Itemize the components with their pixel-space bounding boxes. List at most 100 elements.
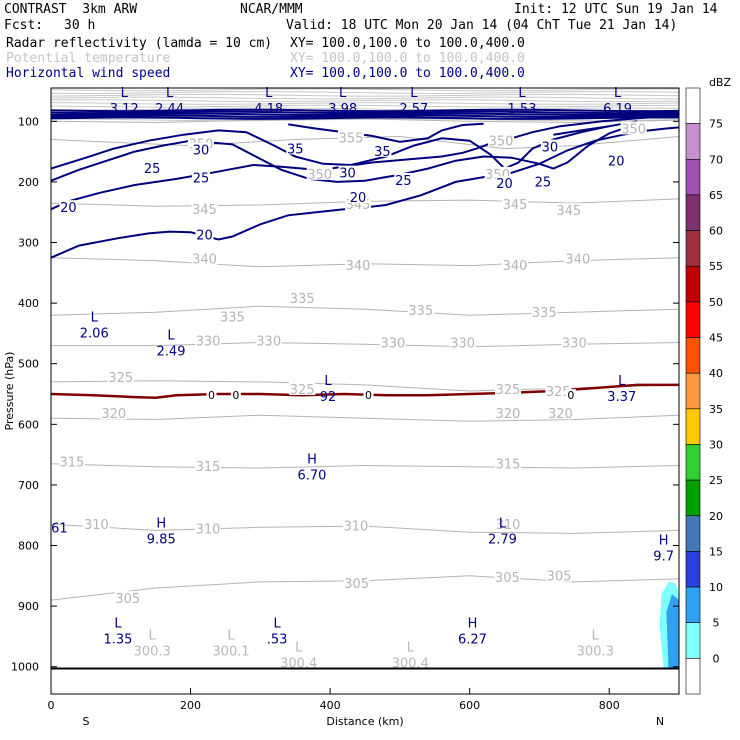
wind-label: 25: [535, 176, 552, 191]
theta-label-bg: [114, 591, 141, 605]
extremum-value: 2.49: [157, 344, 186, 359]
y-tick-label: 500: [18, 358, 39, 371]
theta-label: 320: [496, 407, 521, 422]
upper-low-marker: L: [614, 86, 622, 101]
upper-low-value: 2.44: [155, 102, 184, 117]
wind-label-bg: [373, 143, 392, 157]
colorbar-swatch: [685, 551, 701, 588]
extremum-marker: L: [407, 641, 415, 656]
theta-label-bg: [107, 369, 134, 383]
colorbar-swatch: [685, 622, 701, 659]
fcst-label: Fcst:: [4, 18, 44, 33]
wind-label: 35: [287, 142, 304, 157]
theta-label: 340: [346, 259, 371, 274]
colorbar-label: 35: [709, 403, 723, 416]
colorbar-label: 45: [709, 332, 723, 345]
theta-band-line: [51, 88, 679, 92]
colorbar-swatch: [685, 515, 701, 552]
theta-label: 345: [503, 198, 528, 213]
wind-label-bg: [533, 174, 552, 188]
wind-label: 25: [144, 162, 161, 177]
colorbar-label: 5: [713, 617, 720, 630]
wind-label-bg: [338, 165, 357, 179]
theta-label-bg: [502, 257, 529, 271]
wind-contours: [51, 108, 679, 259]
freezing-label: 0: [208, 389, 215, 402]
wind-label-bg: [495, 175, 514, 189]
theta-label-bg: [545, 383, 572, 397]
theta-label-bg: [219, 309, 246, 323]
wind-label: 30: [542, 141, 559, 156]
upper-low-value: 4.18: [254, 102, 283, 117]
north-label: N: [656, 715, 664, 728]
theta-label-bg: [289, 382, 316, 395]
x-axis-label: Distance (km): [326, 715, 403, 728]
theta-label: 335: [220, 310, 245, 325]
field-reflectivity-xy: XY= 100.0,100.0 to 100.0,400.0: [290, 36, 525, 51]
extremum-value: 9.85: [147, 532, 176, 547]
colorbar-swatch: [685, 194, 701, 231]
theta-label-bg: [561, 335, 588, 349]
freezing-label: 0: [365, 389, 372, 402]
upper-low-marker: L: [121, 86, 129, 101]
theta-line-335: [51, 305, 679, 316]
wind-line-35: [288, 122, 484, 143]
theta-label-bg: [495, 382, 522, 395]
y-tick-label: 800: [18, 540, 39, 553]
y-tick-label: 700: [18, 479, 39, 492]
theta-label: 330: [256, 335, 281, 350]
colorbar-swatch: [685, 301, 701, 338]
plot-frame: [50, 87, 680, 695]
edge-label: 61: [51, 521, 68, 536]
colorbar-swatch: [685, 265, 701, 303]
extremum-marker: H: [659, 533, 669, 548]
wind-label: 35: [374, 145, 391, 160]
wind-label-bg: [394, 172, 413, 186]
theta-label-bg: [547, 406, 574, 420]
colorbar-label: 15: [709, 545, 723, 558]
x-tick-label: 200: [180, 699, 201, 712]
theta-label-bg: [502, 197, 529, 211]
upper-low-value: 2.57: [399, 102, 428, 117]
extremum-value: 3.37: [607, 390, 636, 405]
theta-label-bg: [58, 454, 85, 468]
theta-label: 335: [532, 306, 557, 321]
wind-label-bg: [192, 170, 211, 184]
colorbar-swatch: [685, 87, 701, 124]
theta-label-bg: [488, 133, 515, 147]
theta-label: 315: [496, 458, 521, 473]
y-tick-label: 200: [18, 176, 39, 189]
colorbar-unit: dBZ: [709, 76, 732, 89]
theta-label-bg: [83, 517, 110, 531]
wind-label: 20: [496, 177, 513, 192]
theta-label-bg: [545, 568, 572, 582]
theta-label-bg: [494, 569, 521, 583]
theta-label: 330: [450, 336, 475, 351]
colorbar-swatch: [685, 586, 701, 624]
theta-label: 335: [408, 304, 433, 319]
upper-low-value: 6.19: [603, 102, 632, 117]
wind-label: 20: [608, 155, 625, 170]
org-label: NCAR/MMM: [240, 2, 303, 17]
extremum-value: 300.1: [212, 644, 249, 659]
y-tick-label: 300: [18, 237, 39, 250]
south-label: S: [83, 715, 90, 728]
theta-label: 340: [192, 253, 217, 268]
extremum-value: .53: [267, 632, 288, 647]
wind-label-bg: [195, 227, 214, 241]
fcst-value: 30 h: [64, 18, 96, 33]
wind-jet-line: [51, 114, 679, 119]
theta-label: 310: [496, 518, 521, 533]
y-tick-label: 1000: [11, 661, 39, 674]
theta-line-350: [51, 135, 679, 150]
wind-jet-line: [51, 108, 679, 113]
colorbar-swatch: [685, 158, 701, 196]
x-tick-label: 600: [459, 699, 480, 712]
wind-line-30: [553, 125, 610, 136]
wind-jet-line: [51, 112, 679, 116]
colorbar-label: 20: [709, 510, 723, 523]
extremum-marker: L: [227, 628, 235, 643]
field-theta-xy: XY= 100.0,100.0 to 100.0,400.0: [290, 51, 525, 66]
